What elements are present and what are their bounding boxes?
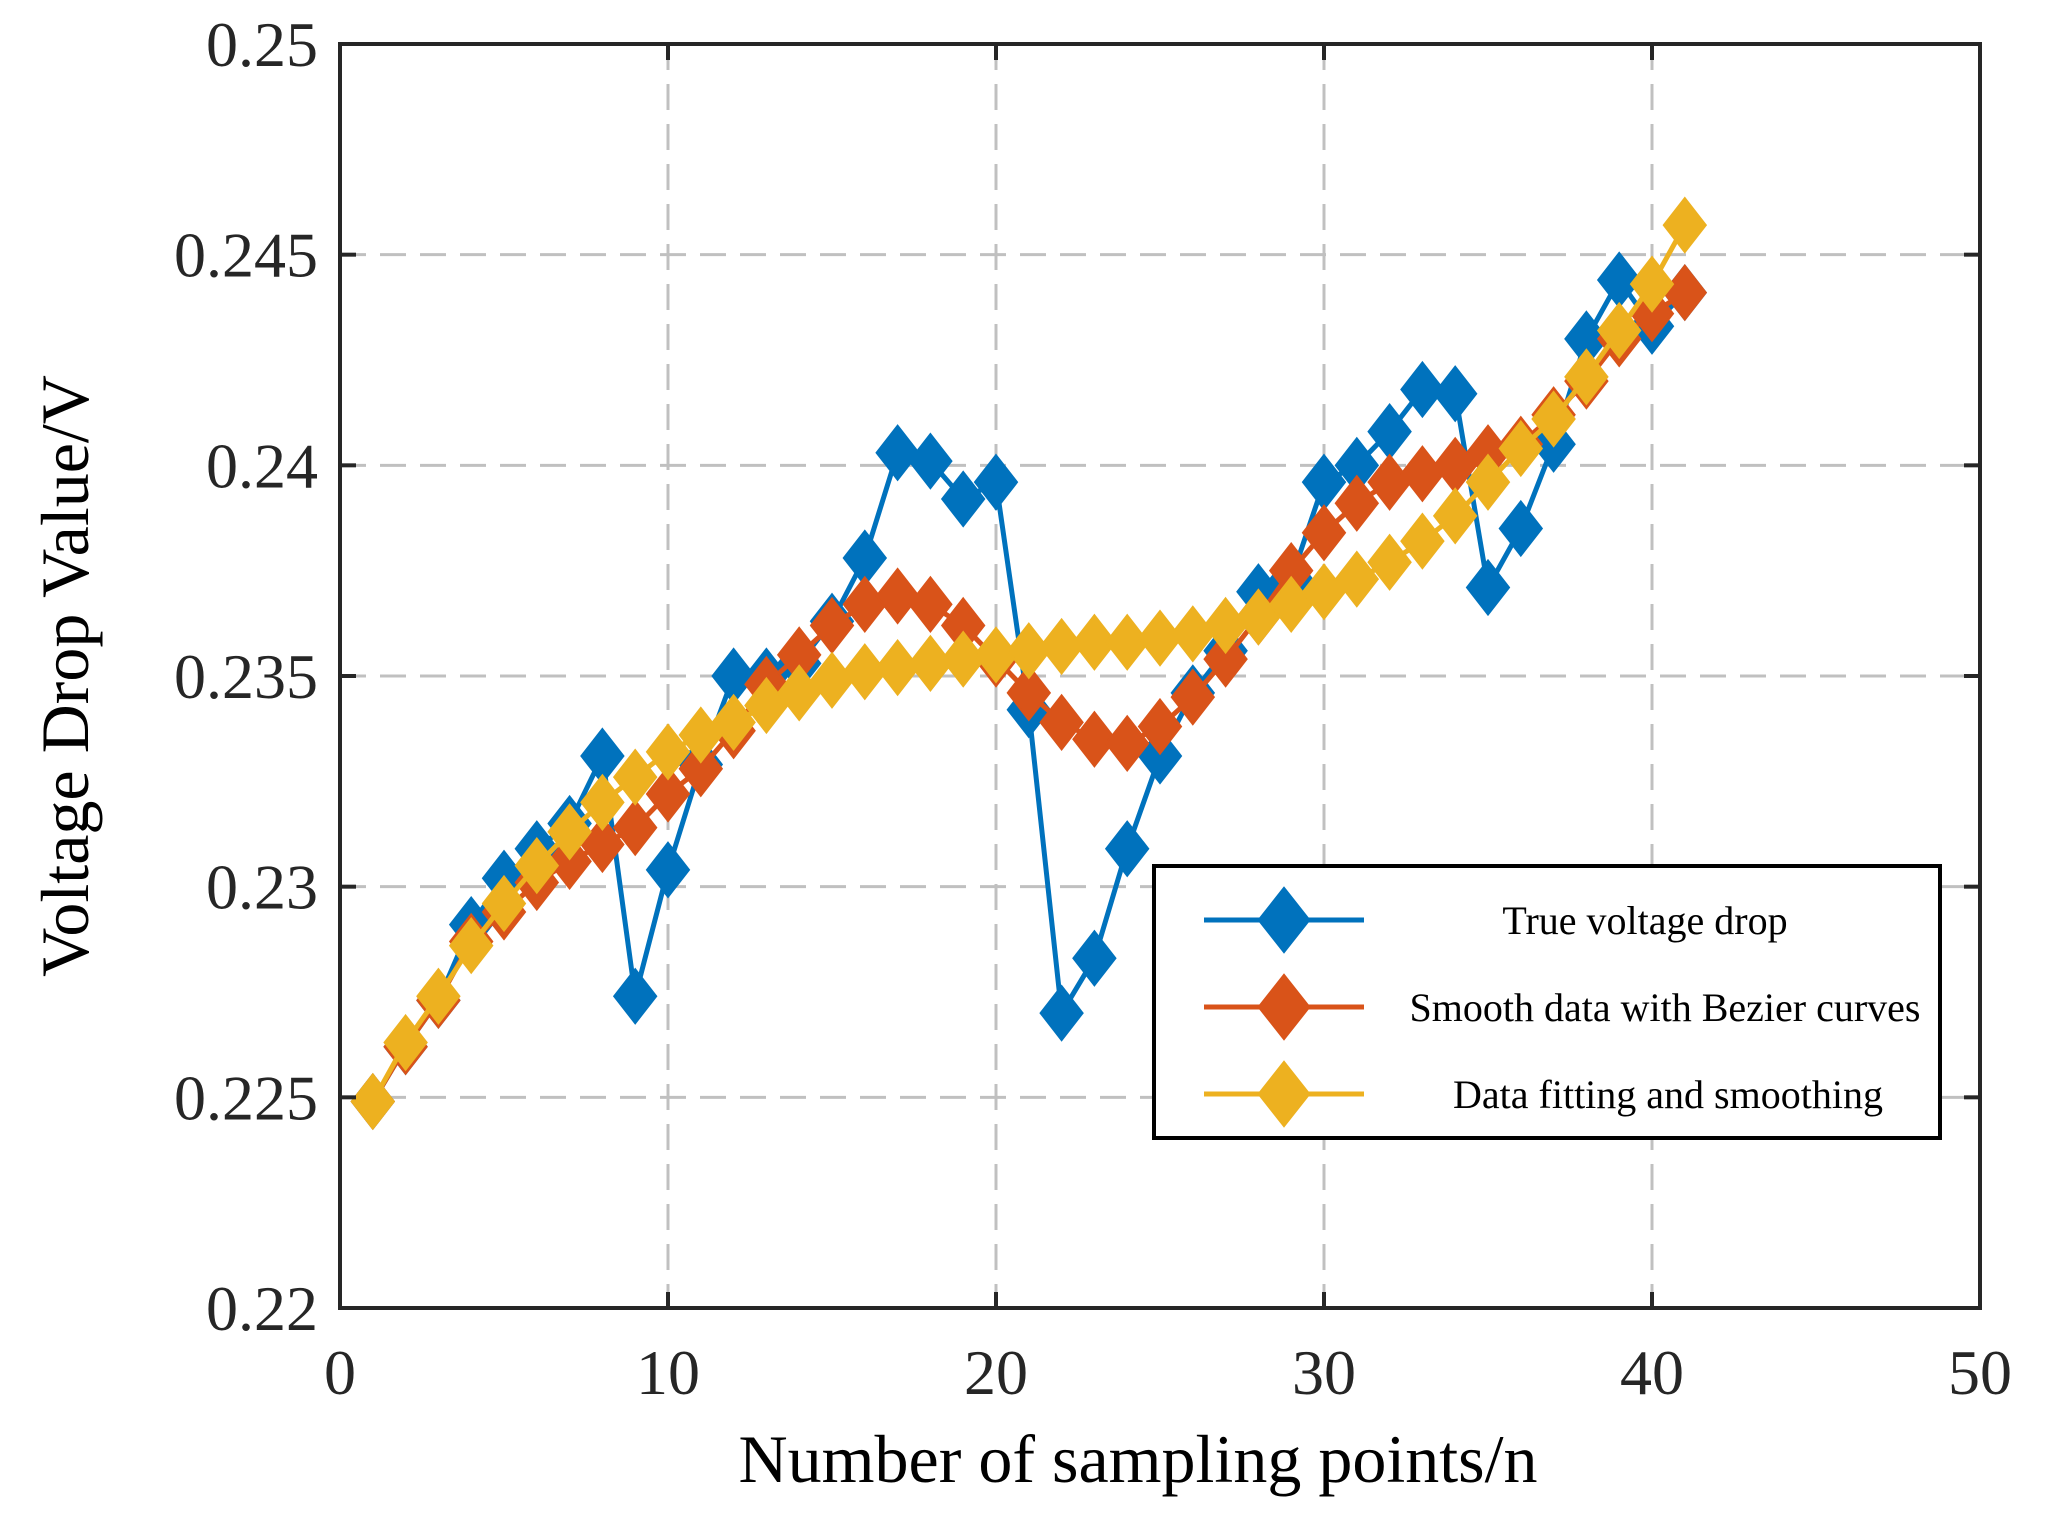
data-point <box>1596 301 1642 360</box>
y-tick-label: 0.25 <box>206 9 318 80</box>
series-data-fitting-and-smoothing <box>350 196 1708 1131</box>
legend-label: Data fitting and smoothing <box>1453 1072 1883 1117</box>
data-point <box>1498 419 1544 478</box>
y-tick-label: 0.22 <box>206 1273 318 1344</box>
y-tick-label: 0.225 <box>174 1062 318 1133</box>
x-tick-label: 10 <box>636 1337 700 1408</box>
data-point <box>1662 196 1708 254</box>
x-tick-label: 0 <box>324 1337 356 1408</box>
x-tick-label: 30 <box>1292 1337 1356 1408</box>
legend-marker-swatch <box>1257 1060 1311 1128</box>
data-point <box>1367 533 1412 591</box>
legend: True voltage drop Smooth data with Bezier… <box>1152 864 1942 1140</box>
data-point <box>612 748 658 806</box>
y-tick-label: 0.235 <box>174 641 318 712</box>
data-point <box>350 1072 396 1131</box>
data-point <box>580 773 625 832</box>
x-tick-label: 40 <box>1620 1337 1684 1408</box>
data-point <box>875 638 920 697</box>
y-axis-label: Voltage Drop Value/V <box>27 375 103 977</box>
data-point <box>1465 453 1511 511</box>
data-point <box>416 967 461 1025</box>
legend-entry: Smooth data with Bezier curves <box>1204 973 1921 1041</box>
legend-label: Smooth data with Bezier curves <box>1410 985 1921 1030</box>
legend-marker-swatch <box>1257 886 1311 954</box>
data-point <box>908 634 953 692</box>
data-point <box>481 874 527 933</box>
data-point <box>612 799 658 857</box>
data-point <box>1039 984 1084 1042</box>
data-point <box>1104 820 1150 878</box>
y-tick-label: 0.245 <box>174 220 318 291</box>
data-point <box>908 432 953 490</box>
data-point <box>1629 255 1675 313</box>
data-point <box>1072 710 1117 768</box>
data-point <box>940 630 986 688</box>
data-point <box>514 836 560 895</box>
data-point <box>1564 348 1609 406</box>
data-point <box>973 453 1019 511</box>
data-point <box>908 575 953 634</box>
data-point <box>1400 512 1445 570</box>
data-point <box>1498 499 1544 558</box>
data-point <box>1170 668 1216 726</box>
x-axis-label: Number of sampling points/n <box>739 1421 1538 1497</box>
data-point <box>1104 714 1150 773</box>
legend-label: True voltage drop <box>1502 898 1787 943</box>
data-point <box>1137 697 1183 756</box>
data-point <box>1039 693 1084 751</box>
data-point <box>645 723 691 781</box>
legend-marker-swatch <box>1257 973 1311 1041</box>
data-point <box>973 626 1019 684</box>
data-point <box>842 643 888 701</box>
data-point <box>1334 550 1380 608</box>
series-layer <box>350 196 1708 1131</box>
data-point <box>383 1013 428 1072</box>
legend-entry: Data fitting and smoothing <box>1204 1060 1883 1128</box>
y-tick-label: 0.23 <box>206 852 318 923</box>
data-point <box>1104 613 1150 671</box>
data-point <box>940 470 986 528</box>
data-point <box>1334 474 1380 532</box>
data-point <box>547 832 592 891</box>
data-point <box>875 567 920 625</box>
data-point <box>711 693 756 751</box>
legend-entry: True voltage drop <box>1204 886 1788 954</box>
data-point <box>1432 365 1478 423</box>
data-point <box>1039 617 1084 676</box>
data-point <box>547 803 592 861</box>
data-point <box>448 917 494 975</box>
tick-marks <box>338 42 1982 1310</box>
data-point <box>1072 613 1117 671</box>
data-point <box>1203 630 1248 688</box>
y-tick-label: 0.24 <box>206 430 318 501</box>
data-point <box>1072 929 1117 987</box>
x-tick-labels: 0 10 20 30 40 50 <box>324 1337 2012 1408</box>
data-point <box>1432 487 1478 545</box>
data-point <box>1531 390 1576 448</box>
data-point <box>645 765 691 823</box>
x-tick-label: 20 <box>964 1337 1028 1408</box>
y-tick-labels: 0.22 0.225 0.23 0.235 0.24 0.245 0.25 <box>174 9 318 1344</box>
data-point <box>1465 558 1511 617</box>
data-point <box>875 424 920 482</box>
data-point <box>1301 504 1347 562</box>
data-point <box>1137 609 1183 667</box>
data-point <box>1400 360 1445 419</box>
data-point <box>645 841 691 899</box>
data-point <box>612 967 658 1025</box>
data-point <box>1006 664 1052 722</box>
data-point <box>678 740 724 798</box>
x-tick-label: 50 <box>1948 1337 2012 1408</box>
legend-entries: True voltage drop Smooth data with Bezier… <box>1204 886 1921 1128</box>
data-point <box>1006 622 1052 680</box>
